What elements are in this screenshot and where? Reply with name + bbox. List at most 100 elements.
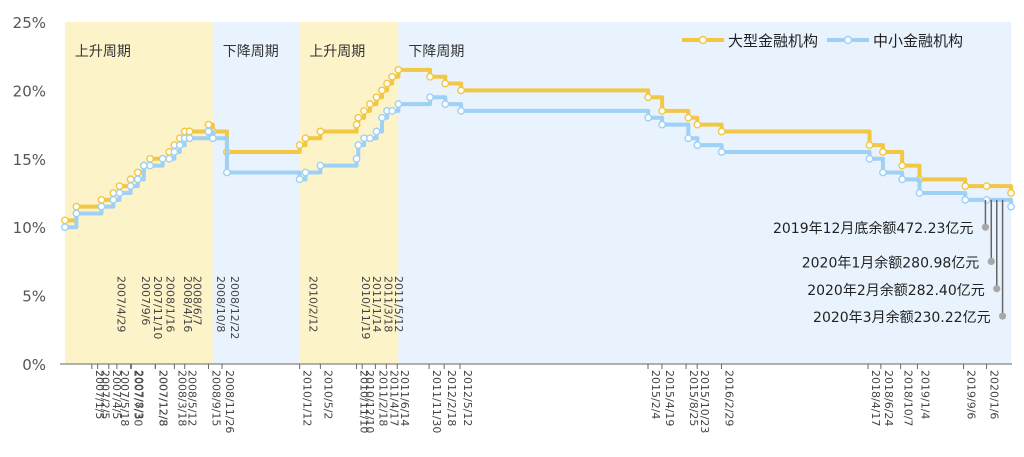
- bottom-date-label: 2008/3/18: [175, 370, 188, 426]
- y-tick-label: 10%: [13, 219, 46, 237]
- series-point: [383, 79, 391, 88]
- series-point: [185, 127, 194, 136]
- series-point: [865, 141, 874, 150]
- series-point: [879, 168, 887, 177]
- series-point: [316, 161, 325, 170]
- series-point: [898, 175, 907, 184]
- bottom-date-label: 2018/10/7: [902, 370, 915, 426]
- top-date-label: 2008/1/16: [164, 276, 177, 332]
- bottom-date-label: 2008/11/26: [223, 370, 236, 433]
- series-point: [982, 195, 991, 204]
- cycle-label-2: 下降周期: [223, 44, 279, 60]
- axes: 0% 5% 10% 15% 20% 25% 2007/4/29 2007/9/6 2007/11…: [13, 14, 1012, 433]
- bottom-date-label: 2007/1/5: [93, 370, 106, 419]
- bottom-date-label: 2015/2/4: [649, 370, 662, 419]
- series-point: [126, 175, 135, 184]
- series-point: [388, 72, 397, 81]
- legend: 大型金融机构 中小金融机构: [682, 32, 963, 50]
- series-point: [378, 113, 386, 122]
- top-date-label: 2008/6/7: [191, 276, 204, 325]
- series-point: [388, 107, 397, 115]
- series-point: [879, 148, 887, 156]
- bottom-date-label: 2019/9/6: [965, 370, 978, 419]
- bottom-date-label: 2015/4/19: [663, 370, 676, 426]
- cycle-label-4: 下降周期: [408, 44, 464, 60]
- annotation-text: 2019年12月底余额472.23亿元: [773, 220, 973, 237]
- series-point: [426, 72, 434, 81]
- series-point: [394, 65, 403, 74]
- annotation-marker: [998, 312, 1007, 320]
- series-point: [133, 168, 142, 177]
- series-point: [72, 209, 81, 218]
- series-point: [982, 182, 991, 191]
- cycle-label-1: 上升周期: [75, 44, 131, 60]
- cycle-band-4: [398, 22, 1012, 364]
- cycle-bands: 上升周期 下降周期 上升周期 下降周期: [64, 22, 1012, 364]
- series-point: [366, 100, 374, 108]
- bottom-date-label: 2020/1/6: [988, 370, 1001, 419]
- series-point: [165, 154, 174, 163]
- series-point: [684, 113, 693, 122]
- series-point: [146, 154, 154, 163]
- bottom-date-label: 2015/8/25: [687, 370, 700, 426]
- series-point: [865, 154, 874, 163]
- series-point: [158, 154, 167, 163]
- bottom-date-label: 2011/11/30: [430, 370, 443, 433]
- annotation-marker: [993, 285, 1001, 293]
- series-point: [372, 127, 381, 136]
- bottom-date-label: 2019/1/4: [918, 370, 931, 419]
- series-point: [354, 113, 363, 122]
- series-point: [60, 216, 69, 225]
- series-point: [115, 182, 124, 191]
- top-date-label: 2007/9/6: [139, 276, 152, 325]
- series-point: [295, 175, 304, 184]
- series-point: [644, 93, 653, 102]
- top-date-label: 2010/11/19: [359, 276, 372, 339]
- series-point: [915, 189, 924, 197]
- series-point: [204, 120, 213, 129]
- series-point: [133, 175, 142, 184]
- bottom-date-label: 2010/12/10: [363, 370, 376, 433]
- series-point: [301, 134, 310, 143]
- series-point: [109, 195, 118, 204]
- series-point: [352, 120, 361, 129]
- series-point: [1007, 202, 1015, 211]
- series-point: [378, 86, 386, 95]
- annotation-text: 2020年3月余额230.22亿元: [813, 309, 991, 326]
- legend-marker: [843, 35, 853, 45]
- series-point: [658, 120, 667, 129]
- annotation-text: 2020年2月余额282.40亿元: [807, 282, 985, 299]
- bottom-date-label: 2015/10/23: [698, 370, 711, 433]
- series-point: [1007, 189, 1015, 197]
- bottom-date-label: 2007/12/8: [156, 370, 169, 426]
- series-point: [360, 107, 368, 115]
- bottom-date-label: 2007/2/5: [99, 370, 112, 419]
- series-point: [352, 154, 361, 163]
- series-point: [97, 195, 106, 204]
- annotation-marker: [987, 257, 995, 265]
- series-point: [426, 93, 434, 102]
- top-date-label: 2008/10/8: [214, 276, 227, 332]
- bottom-date-label: 2010/11/10: [358, 370, 371, 433]
- series-point: [301, 168, 310, 177]
- series-point: [717, 127, 726, 136]
- top-date-label: 2010/2/12: [306, 276, 319, 332]
- annotation-text: 2020年1月余额280.98亿元: [802, 254, 980, 271]
- y-tick-label: 15%: [13, 151, 46, 169]
- bottom-date-label: 2008/9/15: [209, 370, 222, 426]
- y-tick-label: 0%: [22, 356, 46, 374]
- series-point: [366, 134, 374, 143]
- series-point: [170, 148, 179, 156]
- cycle-label-3: 上升周期: [309, 44, 365, 60]
- series-point: [146, 161, 154, 170]
- series-point: [97, 202, 106, 211]
- series-point: [441, 79, 450, 88]
- cycle-band-2: [212, 22, 300, 364]
- series-point: [109, 189, 118, 197]
- bottom-date-label: 2012/2/18: [445, 370, 458, 426]
- series-point: [60, 223, 69, 232]
- top-date-label: 2011/1/14: [370, 276, 383, 332]
- series-point: [394, 100, 403, 108]
- series-point: [441, 100, 450, 108]
